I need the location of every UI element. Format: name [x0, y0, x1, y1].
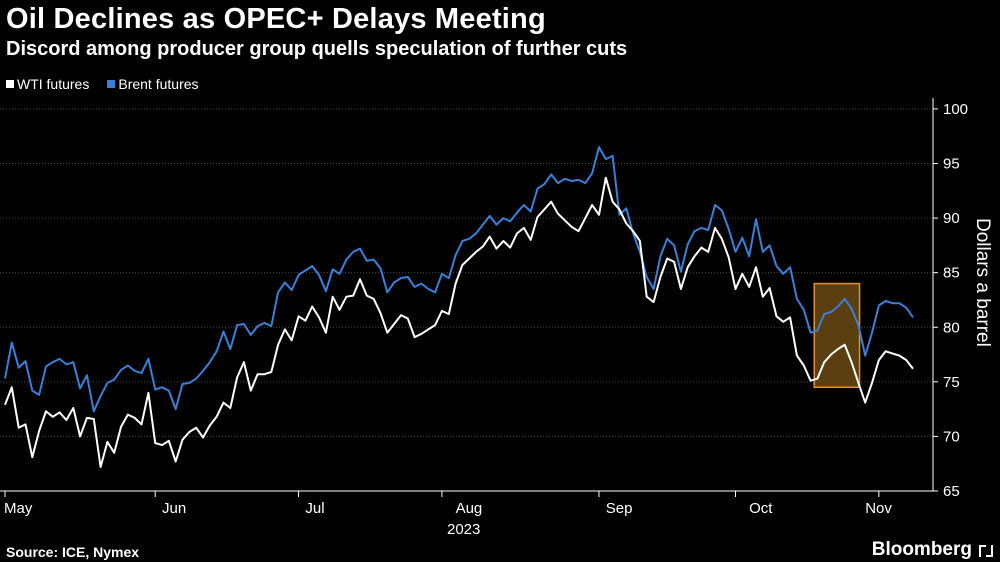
series-line-wti — [4, 176, 914, 468]
x-year-label: 2023 — [447, 521, 480, 538]
y-tick-label-85: 85 — [943, 265, 960, 282]
legend-item-wti: WTI futures — [6, 76, 89, 92]
y-tick-label-90: 90 — [943, 210, 960, 227]
legend-swatch-brent — [107, 80, 116, 88]
legend-item-brent: Brent futures — [107, 76, 199, 92]
y-tick-label-95: 95 — [943, 156, 960, 173]
x-tick-label-may: May — [4, 500, 33, 517]
y-axis-label: Dollars a barrel — [972, 218, 993, 347]
chart-title: Oil Declines as OPEC+ Delays Meeting — [6, 3, 546, 35]
x-tick-label-sep: Sep — [606, 500, 633, 517]
y-tick-label-65: 65 — [943, 483, 960, 500]
y-tick-label-70: 70 — [943, 428, 960, 445]
x-tick-label-jul: Jul — [305, 500, 324, 517]
legend-label-wti: WTI futures — [17, 76, 90, 92]
legend-label-brent: Brent futures — [118, 76, 199, 92]
legend: WTI futures Brent futures — [6, 76, 199, 92]
source-note: Source: ICE, Nymex — [6, 544, 140, 560]
chart-subtitle: Discord among producer group quells spec… — [6, 38, 628, 60]
brand-logo: Bloomberg — [871, 539, 972, 560]
series-line-brent — [4, 146, 914, 413]
y-tick-label-100: 100 — [943, 101, 968, 118]
y-tick-label-80: 80 — [943, 319, 960, 336]
bloomberg-terminal-icon — [979, 545, 993, 557]
legend-swatch-wti — [6, 80, 14, 88]
x-tick-label-oct: Oct — [749, 500, 773, 517]
y-tick-label-75: 75 — [943, 374, 960, 391]
x-tick-label-aug: Aug — [456, 500, 483, 517]
x-tick-label-jun: Jun — [162, 500, 186, 517]
x-tick-label-nov: Nov — [865, 500, 892, 517]
